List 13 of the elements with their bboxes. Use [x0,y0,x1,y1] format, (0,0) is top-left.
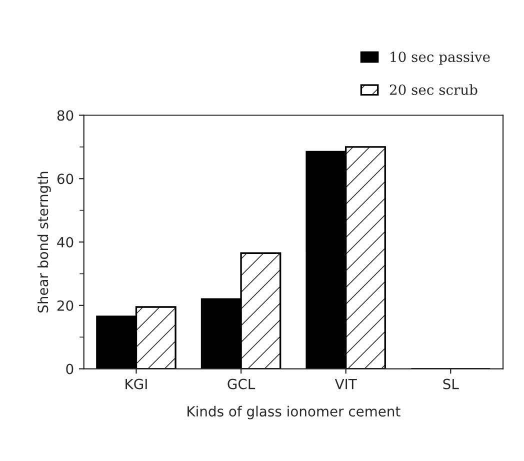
x-tick-label: KGI [126,378,147,390]
legend-label: 20 sec scrub [390,84,478,95]
x-tick-label: SL [443,378,459,390]
y-tick-label: 60 [57,174,74,184]
y-axis-title: Shear bond sterngth [37,172,51,312]
y-tick-label: 80 [57,110,74,121]
x-axis-title: Kinds of glass ionomer cement [188,406,400,420]
x-tick-label: VIT [334,378,357,390]
y-tick-label: 20 [57,300,74,311]
legend-label: 10 sec passive [390,52,490,65]
y-tick-label: 0 [66,364,74,374]
x-tick-label: GCL [228,378,256,390]
y-tick-label: 40 [57,236,74,248]
